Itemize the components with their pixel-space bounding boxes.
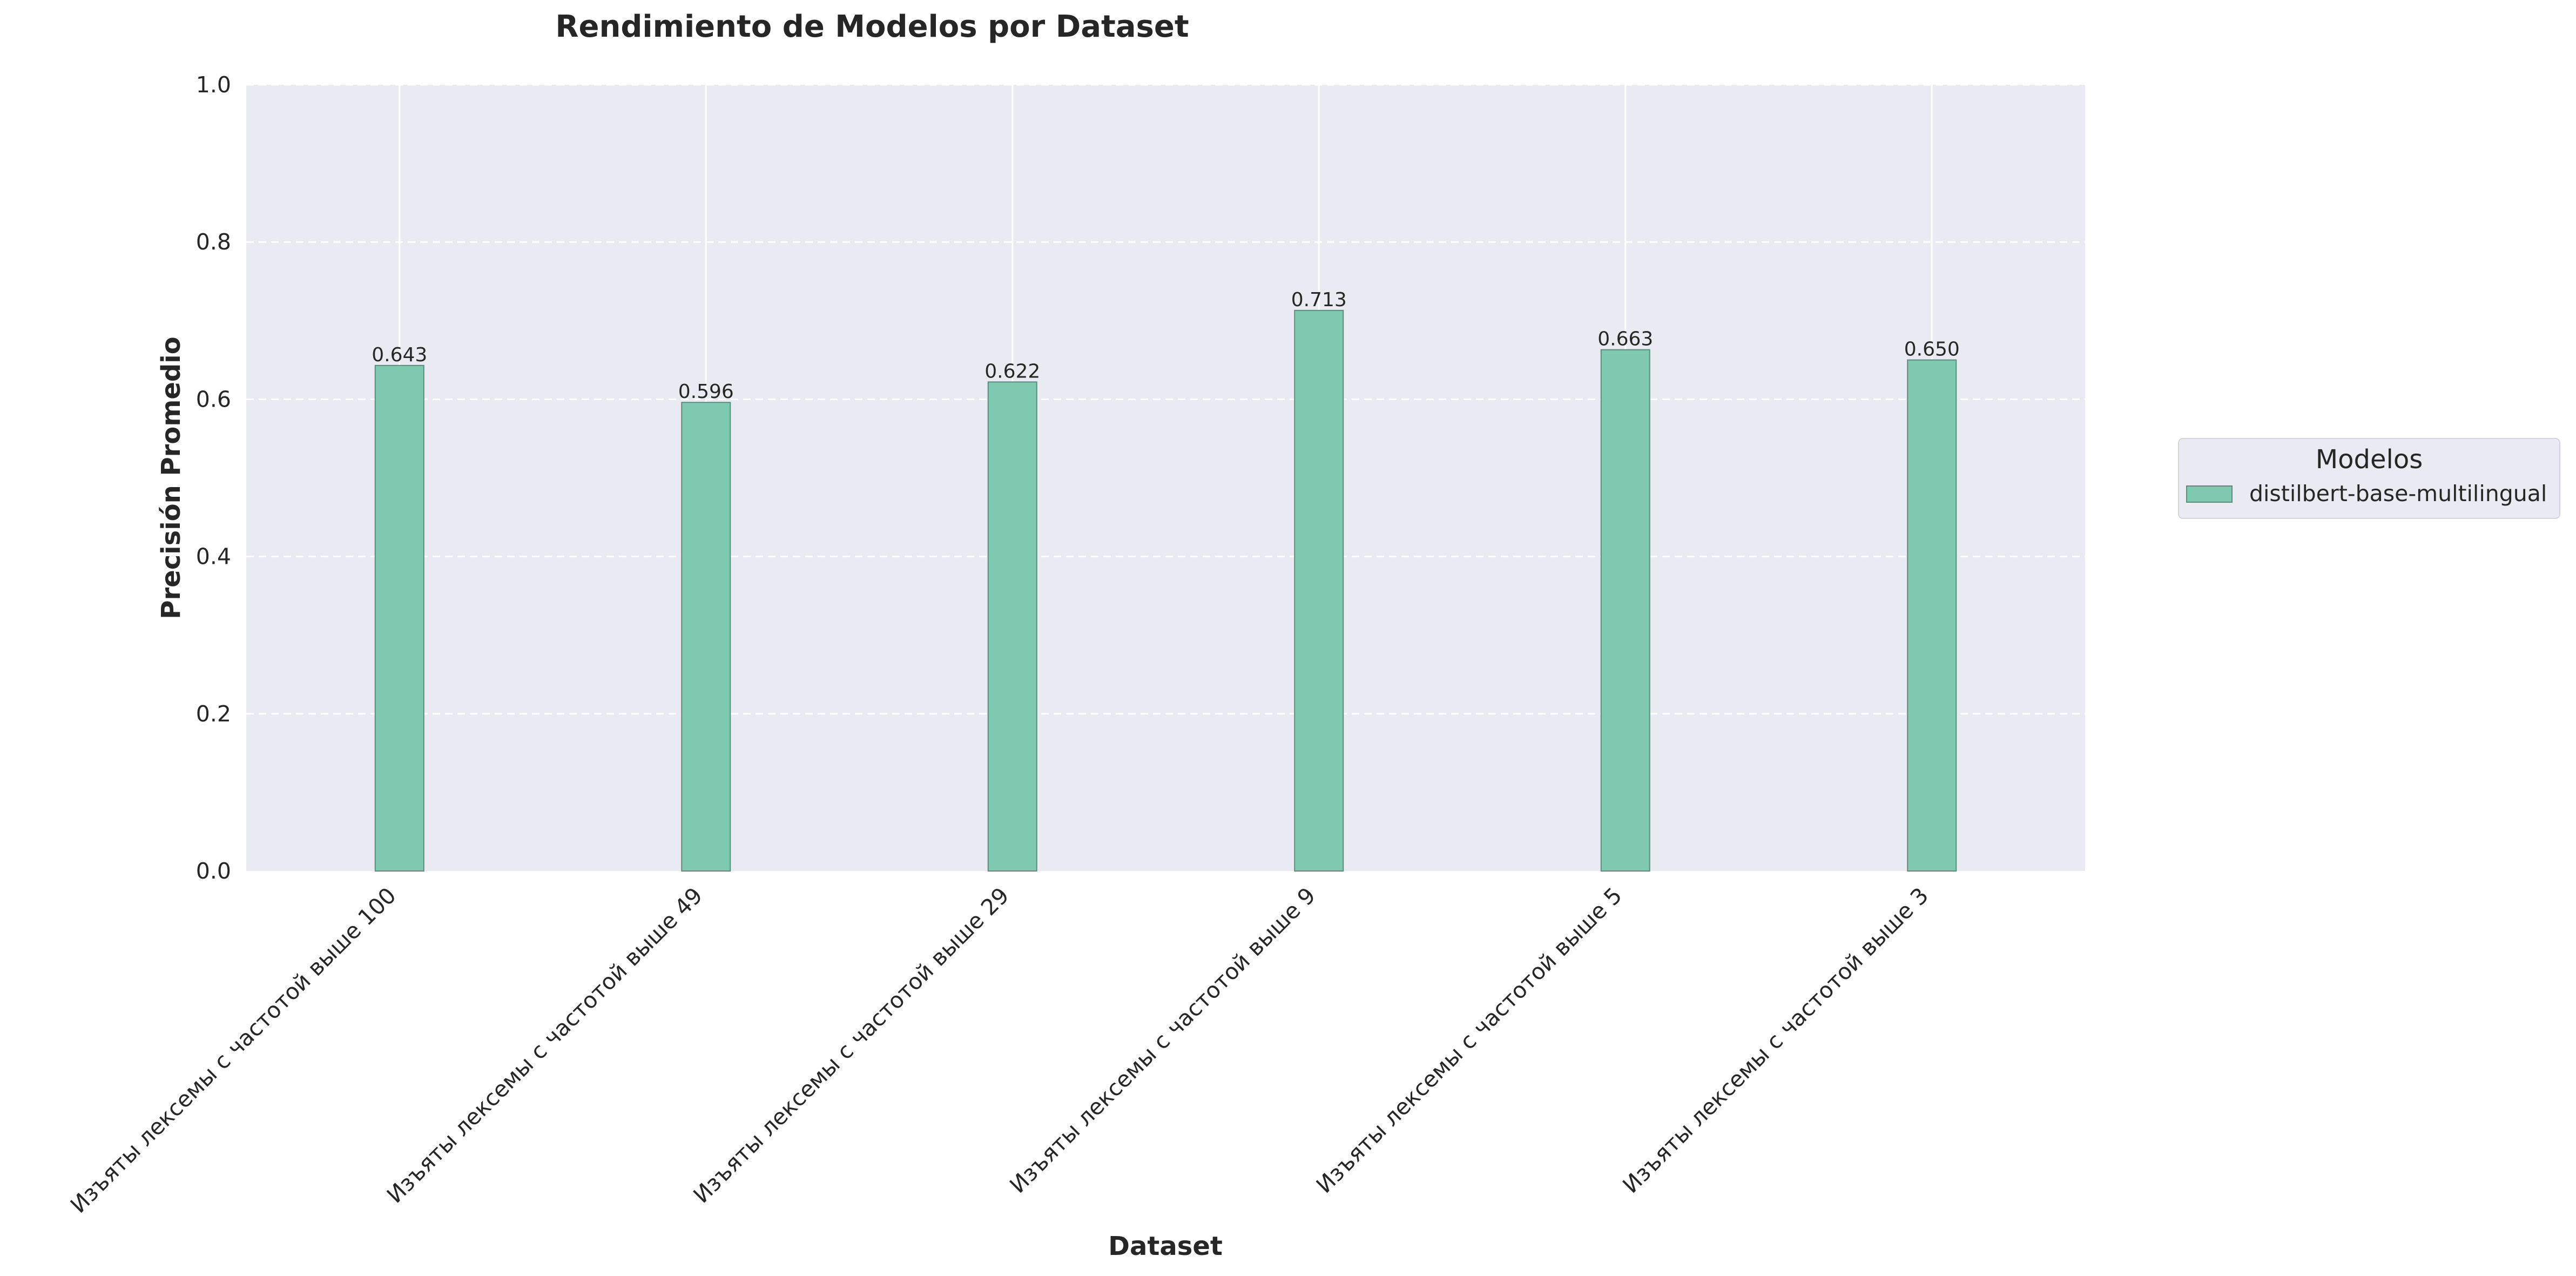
legend-box — [2178, 438, 2560, 519]
legend-item-label: distilbert-base-multilingual — [2249, 481, 2547, 507]
y-tick-label: 0.2 — [196, 701, 231, 727]
y-tick-label: 0.0 — [196, 858, 231, 884]
bar — [681, 402, 731, 872]
legend-swatch — [2186, 485, 2233, 503]
bar-value-label: 0.622 — [984, 360, 1040, 382]
bar-value-labels: 0.643 0.596 0.622 0.713 0.663 0.650 — [372, 289, 1960, 403]
x-tick-label: Изъяты лексемы с частотой выше 3 — [1617, 882, 1933, 1198]
plot-background — [246, 85, 2085, 871]
bar-value-label: 0.643 — [372, 344, 427, 366]
bar-value-label: 0.650 — [1904, 339, 1960, 361]
legend: Modelos distilbert-base-multilingual — [2178, 438, 2560, 519]
bars — [374, 309, 1957, 872]
y-axis-label: Precisión Promedio — [156, 336, 186, 619]
x-tick-label: Изъяты лексемы с частотой выше 49 — [382, 882, 707, 1208]
bar-value-label: 0.596 — [678, 381, 734, 403]
x-axis-label: Dataset — [1108, 1231, 1223, 1261]
bar-value-label: 0.663 — [1597, 328, 1653, 350]
x-tick-label: Изъяты лексемы с частотой выше 100 — [65, 882, 401, 1218]
x-tick-label: Изъяты лексемы с частотой выше 29 — [688, 882, 1014, 1208]
bar — [1907, 359, 1957, 872]
bar-value-label: 0.713 — [1291, 289, 1347, 311]
bar — [1294, 309, 1344, 872]
y-tick-labels: 0.0 0.2 0.4 0.6 0.8 1.0 — [196, 72, 231, 884]
bar — [374, 364, 424, 872]
bar — [1600, 349, 1650, 872]
y-tick-label: 1.0 — [196, 72, 231, 98]
legend-title: Modelos — [2316, 444, 2423, 475]
chart-title: Rendimiento de Modelos por Dataset — [555, 9, 1189, 44]
bar — [987, 381, 1037, 872]
y-tick-label: 0.4 — [196, 544, 231, 570]
x-tick-labels: Изъяты лексемы с частотой выше 100Изъяты… — [65, 882, 1933, 1218]
x-tick-label: Изъяты лексемы с частотой выше 5 — [1311, 882, 1627, 1198]
x-tick-label: Изъяты лексемы с частотой выше 9 — [1004, 882, 1320, 1198]
y-tick-label: 0.6 — [196, 386, 231, 412]
y-tick-label: 0.8 — [196, 229, 231, 255]
